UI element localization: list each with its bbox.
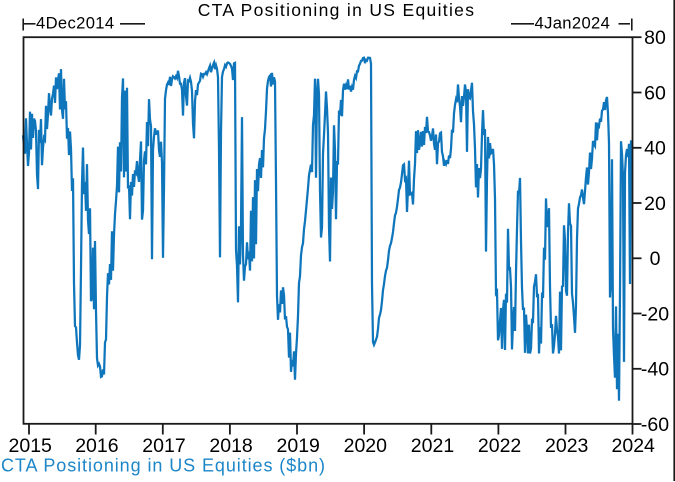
svg-text:60: 60 (644, 82, 666, 104)
svg-text:2015: 2015 (9, 435, 53, 457)
svg-text:40: 40 (644, 138, 666, 160)
svg-text:0: 0 (650, 248, 661, 270)
svg-text:2024: 2024 (612, 435, 656, 457)
svg-text:2016: 2016 (75, 435, 118, 457)
svg-text:-20: -20 (641, 303, 669, 325)
svg-text:4Jan2024: 4Jan2024 (535, 14, 611, 33)
svg-text:2019: 2019 (277, 435, 320, 457)
svg-text:2023: 2023 (545, 435, 588, 457)
svg-text:-40: -40 (641, 359, 669, 381)
svg-text:20: 20 (644, 193, 666, 215)
svg-text:CTA Positioning in US Equities: CTA Positioning in US Equities (198, 0, 476, 20)
svg-text:2018: 2018 (209, 435, 252, 457)
svg-text:2022: 2022 (478, 435, 521, 457)
svg-text:2020: 2020 (344, 435, 388, 457)
svg-text:-60: -60 (641, 414, 669, 436)
svg-text:4Dec2014: 4Dec2014 (36, 14, 114, 33)
svg-text:CTA Positioning in US Equities: CTA Positioning in US Equities ($bn) (1, 456, 326, 476)
svg-text:2017: 2017 (142, 435, 185, 457)
svg-text:80: 80 (644, 27, 666, 49)
svg-text:2021: 2021 (411, 435, 454, 457)
